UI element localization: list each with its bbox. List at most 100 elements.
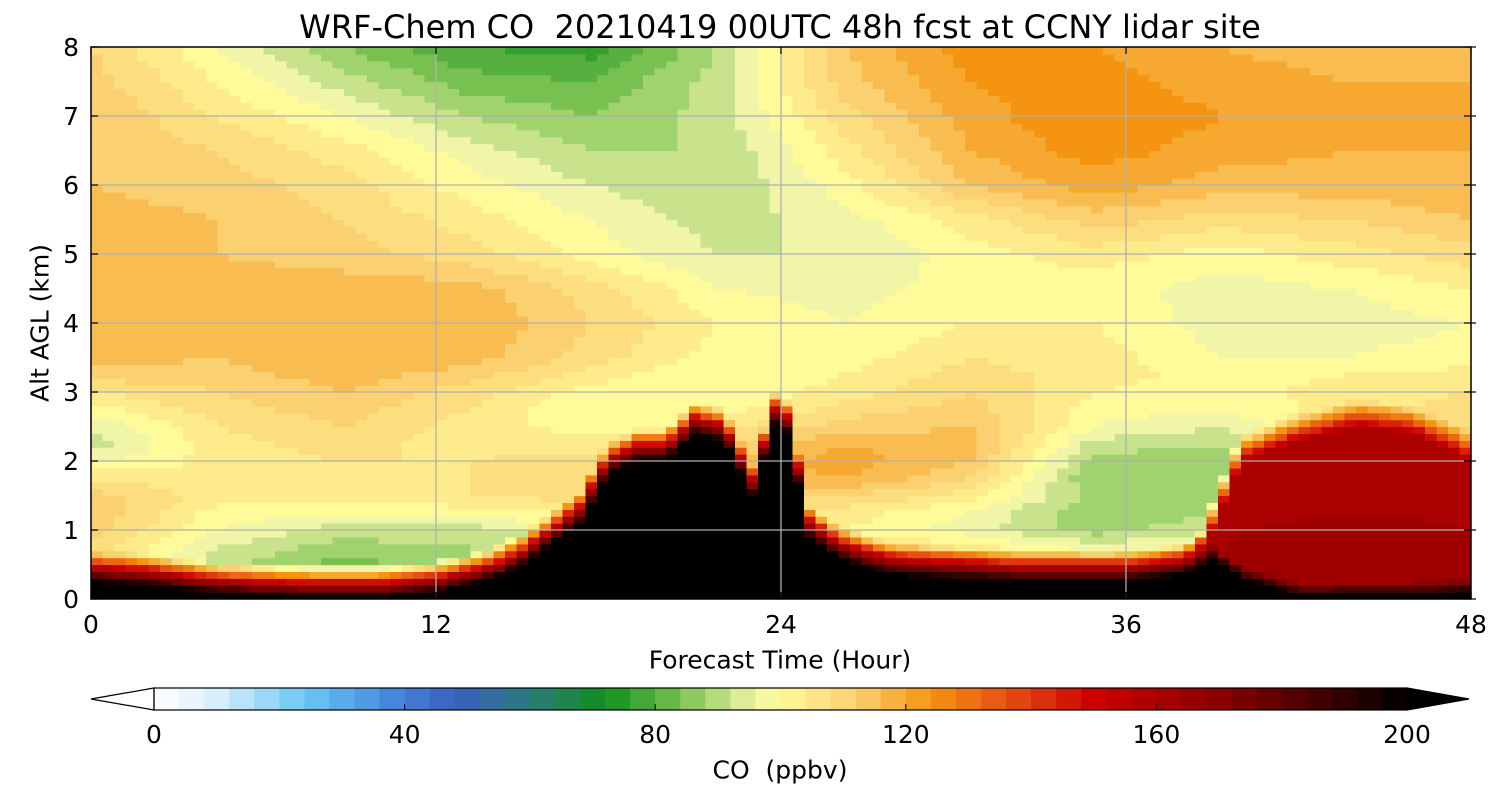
heat-cell: [620, 530, 633, 538]
heat-cell: [355, 323, 368, 331]
heat-cell: [275, 578, 288, 586]
heat-cell: [562, 171, 575, 179]
heat-cell: [148, 157, 161, 165]
heat-cell: [781, 343, 794, 352]
heat-cell: [436, 316, 449, 324]
heat-cell: [723, 578, 736, 586]
heat-cell: [689, 191, 702, 200]
heat-cell: [781, 95, 794, 103]
heat-cell: [332, 357, 345, 365]
heat-cell: [240, 233, 253, 241]
heat-cell: [332, 557, 345, 566]
heat-cell: [574, 509, 587, 517]
heat-cell: [183, 60, 196, 69]
heat-cell: [666, 53, 679, 62]
heat-cell: [183, 530, 196, 538]
heat-cell: [183, 543, 196, 552]
heat-cell: [286, 274, 299, 283]
heat-cell: [505, 288, 518, 296]
heat-cell: [482, 74, 495, 83]
heat-cell: [194, 295, 207, 303]
heat-cell: [252, 295, 265, 303]
heat-cell: [160, 53, 173, 62]
heat-cell: [401, 150, 414, 158]
heat-cell: [585, 440, 598, 448]
heat-cell: [574, 364, 587, 372]
heat-cell: [643, 302, 656, 310]
heat-cell: [378, 53, 391, 62]
heat-cell: [355, 433, 368, 441]
heat-cell: [171, 488, 184, 497]
heat-cell: [252, 60, 265, 69]
heat-cell: [390, 309, 403, 317]
heat-cell: [332, 198, 345, 207]
heat-cell: [562, 536, 575, 545]
heat-cell: [355, 440, 368, 448]
heat-cell: [194, 254, 207, 262]
heat-cell: [459, 143, 472, 152]
heat-cell: [91, 47, 104, 55]
heat-cell: [666, 378, 679, 386]
heat-cell: [781, 136, 794, 145]
heat-cell: [321, 571, 334, 579]
heat-cell: [781, 557, 794, 566]
heat-cell: [528, 454, 541, 462]
heat-cell: [516, 516, 529, 524]
heat-cell: [447, 426, 460, 434]
heat-cell: [171, 116, 184, 124]
heat-cell: [758, 102, 771, 110]
heat-cell: [148, 585, 161, 593]
heat-cell: [390, 488, 403, 497]
heat-cell: [769, 392, 782, 400]
heat-cell: [666, 309, 679, 317]
heat-cell: [424, 502, 437, 510]
heat-cell: [321, 405, 334, 414]
heat-cell: [528, 474, 541, 483]
heat-cell: [666, 357, 679, 365]
heat-cell: [137, 454, 150, 462]
heat-cell: [482, 309, 495, 317]
heat-cell: [689, 585, 702, 593]
heat-cell: [298, 129, 311, 138]
heat-cell: [712, 316, 725, 324]
heat-cell: [332, 288, 345, 296]
heat-cell: [91, 440, 104, 448]
heat-cell: [574, 550, 587, 559]
heat-cell: [608, 447, 621, 455]
heat-cell: [677, 316, 690, 324]
heat-cell: [562, 60, 575, 69]
heat-cell: [608, 323, 621, 331]
heat-cell: [171, 129, 184, 138]
heat-cell: [723, 495, 736, 503]
heat-cell: [344, 467, 357, 476]
heat-cell: [206, 323, 219, 331]
heat-cell: [413, 371, 426, 379]
heat-cell: [137, 329, 150, 338]
heat-cell: [712, 47, 725, 55]
x-axis-label: Forecast Time (Hour): [648, 645, 912, 675]
heat-cell: [91, 247, 104, 255]
heat-cell: [493, 205, 506, 214]
heat-cell: [585, 371, 598, 379]
heat-cell: [171, 219, 184, 227]
heat-cell: [137, 495, 150, 503]
heat-cell: [148, 288, 161, 296]
heat-cell: [700, 198, 713, 207]
heat-cell: [367, 74, 380, 83]
heat-cell: [574, 102, 587, 110]
heat-cell: [528, 260, 541, 269]
heat-cell: [263, 481, 276, 490]
heat-cell: [493, 309, 506, 317]
heat-cell: [275, 419, 288, 428]
heat-cell: [631, 198, 644, 207]
heat-cell: [528, 288, 541, 296]
heat-cell: [758, 212, 771, 221]
heat-cell: [539, 240, 552, 248]
heat-cell: [551, 571, 564, 579]
heat-cell: [654, 247, 667, 255]
heat-cell: [344, 205, 357, 214]
heat-cell: [654, 329, 667, 338]
heat-cell: [114, 488, 127, 497]
heat-cell: [631, 150, 644, 158]
heat-cell: [539, 116, 552, 124]
